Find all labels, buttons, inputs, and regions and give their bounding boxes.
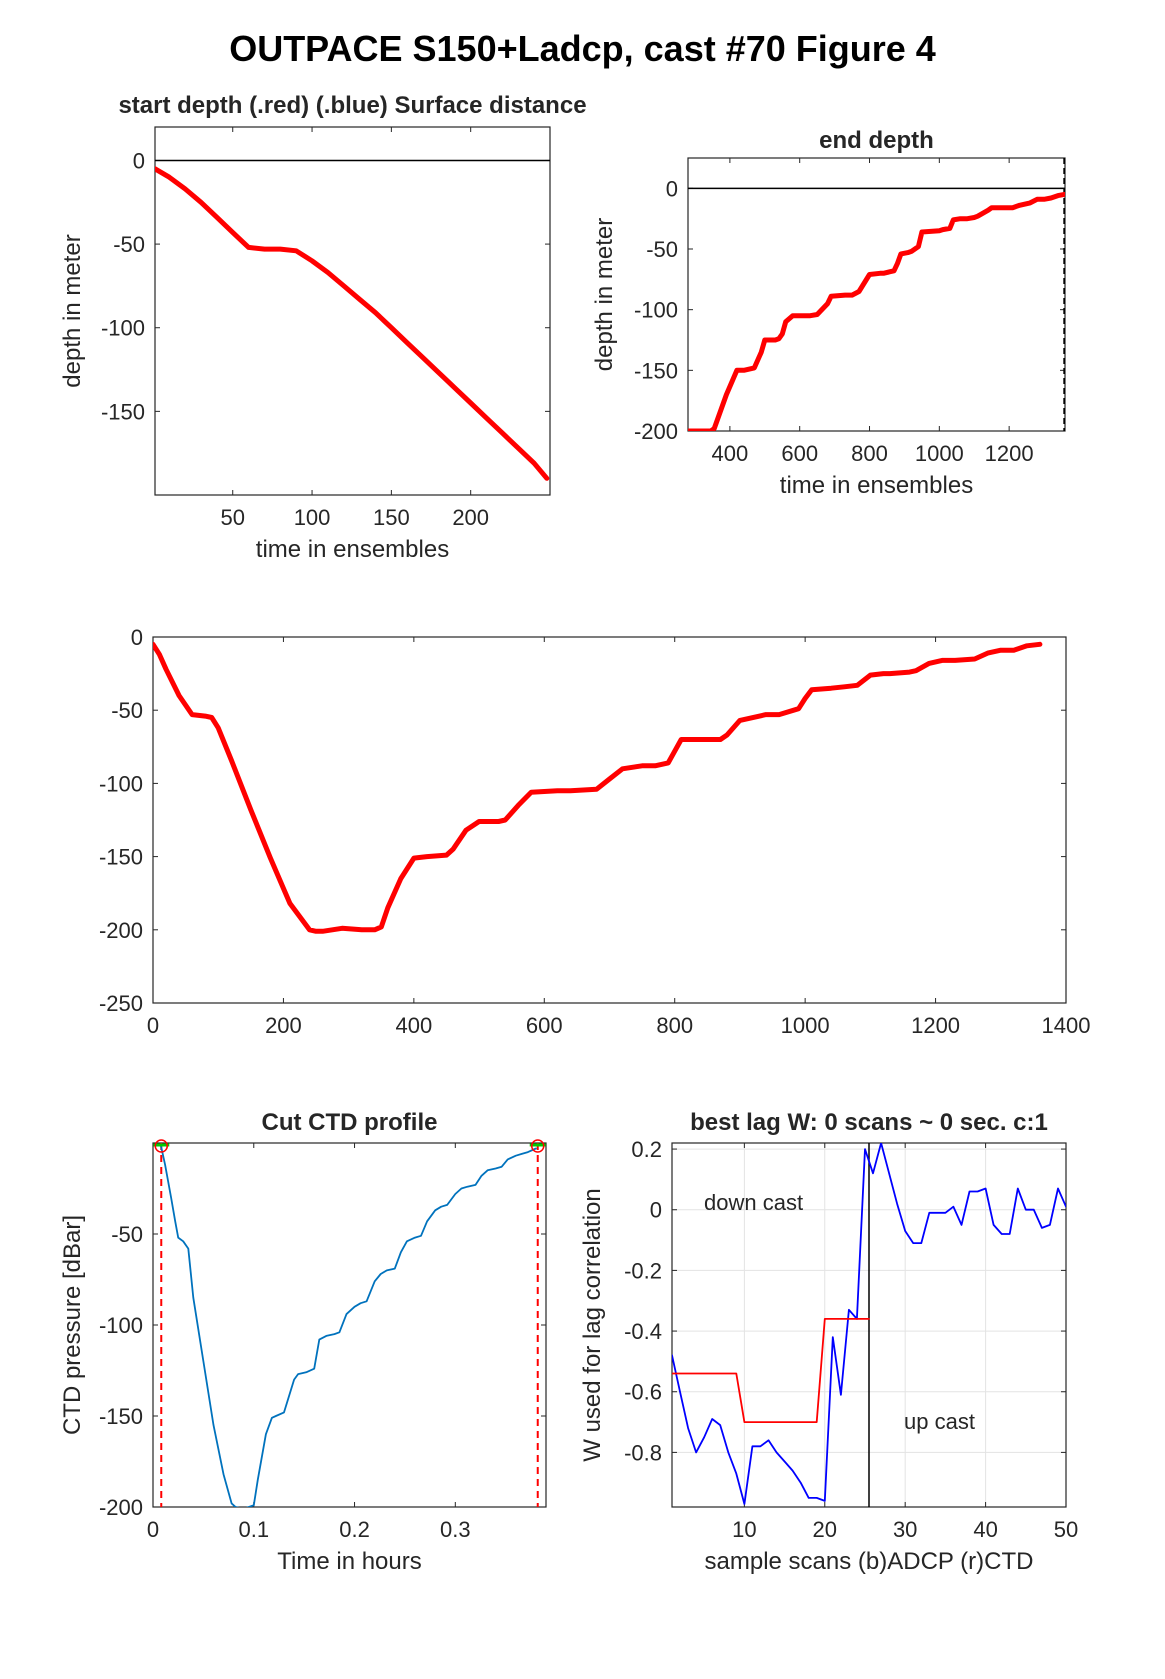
plot-area: [155, 159, 550, 481]
y-tick-label: -0.4: [624, 1319, 662, 1344]
y-tick-label: -100: [634, 298, 678, 323]
annotation-down-cast: down cast: [704, 1190, 803, 1215]
chart-title: end depth: [819, 127, 934, 154]
x-tick-label: 30: [893, 1517, 917, 1542]
x-tick-label: 50: [220, 505, 244, 530]
y-tick-label: -0.2: [624, 1258, 662, 1283]
x-tick-label: 1000: [915, 441, 964, 466]
x-axis-label: sample scans (b)ADCP (r)CTD: [705, 1548, 1034, 1575]
y-tick-label: -50: [646, 237, 678, 262]
x-tick-label: 100: [294, 505, 331, 530]
y-tick-label: 0: [666, 176, 678, 201]
x-tick-label: 20: [813, 1517, 837, 1542]
y-tick-label: 0: [650, 1198, 662, 1223]
x-tick-label: 600: [526, 1013, 563, 1038]
series-line-0: [160, 1145, 537, 1507]
plot-area: [672, 1143, 1066, 1507]
series-line-0: [672, 1143, 1066, 1505]
plot-frame: [152, 1142, 547, 1508]
y-tick-label: -250: [99, 991, 143, 1016]
y-tick-label: -100: [99, 1313, 143, 1338]
x-tick-label: 50: [1054, 1517, 1078, 1542]
x-tick-label: 1000: [781, 1013, 830, 1038]
chart-best-lag: 10 20 30 40 50 0.2 0 -0.2 -0.4 -0.6 -0.8 best lag W…: [579, 1109, 1078, 1575]
y-axis-label: CTD pressure [dBar]: [59, 1215, 86, 1435]
y-tick-label: -0.8: [624, 1440, 662, 1465]
x-axis-label: time in ensembles: [256, 536, 449, 563]
series-line-0: [688, 191, 1065, 431]
series-line-0: [155, 166, 550, 481]
x-tick-label: 0.3: [440, 1517, 471, 1542]
x-tick-label: 400: [395, 1013, 432, 1038]
plot-area: [160, 1143, 539, 1507]
cut-point-marker: [154, 1139, 169, 1153]
y-tick-label: -150: [99, 1404, 143, 1429]
x-axis-label: time in ensembles: [780, 472, 973, 499]
y-tick-label: 0.2: [631, 1137, 662, 1162]
plot-frame: [152, 636, 1067, 1004]
y-tick-label: -150: [634, 358, 678, 383]
chart-full-depth: 0 200 400 600 800 1000 1200 1400 0 -50 -100 -150 -20…: [99, 625, 1091, 1038]
x-tick-label: 0.1: [238, 1517, 269, 1542]
x-tick-label: 1400: [1042, 1013, 1091, 1038]
y-tick-label: -0.6: [624, 1380, 662, 1405]
chart-cut-ctd: 0 0.1 0.2 0.3 -50 -100 -150 -200 Cut CTD profile…: [59, 1109, 547, 1575]
x-tick-label: 600: [781, 441, 818, 466]
y-tick-label: 0: [131, 625, 143, 650]
x-tick-label: 200: [265, 1013, 302, 1038]
y-tick-label: -200: [99, 1495, 143, 1520]
x-tick-label: 800: [851, 441, 888, 466]
x-tick-label: 0: [147, 1517, 159, 1542]
x-tick-label: 400: [712, 441, 749, 466]
chart-title: start depth (.red) (.blue) Surface dista…: [118, 92, 586, 119]
y-tick-label: -150: [101, 399, 145, 424]
plot-frame: [687, 157, 1066, 432]
y-tick-label: -50: [113, 232, 145, 257]
annotation-up-cast: up cast: [904, 1409, 975, 1434]
y-axis-label: depth in meter: [591, 218, 618, 371]
y-axis-label: depth in meter: [59, 234, 86, 387]
y-tick-label: -100: [101, 316, 145, 341]
series-line-1: [672, 1318, 870, 1423]
chart-title: Cut CTD profile: [262, 1109, 438, 1136]
x-tick-label: 0.2: [339, 1517, 370, 1542]
chart-title: best lag W: 0 scans ~ 0 sec. c:1: [690, 1109, 1048, 1136]
y-tick-label: -200: [99, 918, 143, 943]
x-tick-label: 0: [147, 1013, 159, 1038]
figure-title: OUTPACE S150+Ladcp, cast #70 Figure 4: [229, 28, 936, 69]
x-axis-label: Time in hours: [277, 1548, 422, 1575]
x-tick-label: 800: [656, 1013, 693, 1038]
x-tick-label: 1200: [985, 441, 1034, 466]
y-tick-label: -200: [634, 419, 678, 444]
x-tick-label: 1200: [911, 1013, 960, 1038]
plot-area: [688, 158, 1065, 431]
plot-frame: [154, 126, 551, 496]
x-tick-label: 40: [973, 1517, 997, 1542]
y-axis-label: W used for lag correlation: [579, 1188, 606, 1461]
y-tick-label: -100: [99, 771, 143, 796]
x-tick-label: 10: [732, 1517, 756, 1542]
cut-point-marker: [530, 1139, 545, 1153]
y-tick-label: -50: [111, 698, 143, 723]
plot-area: [153, 641, 1043, 934]
chart-end-depth: 400 600 800 1000 1200 0 -50 -100 -150 -200 end dep…: [591, 127, 1066, 499]
chart-start-depth: 50 100 150 200 0 -50 -100 -150 start depth (.red…: [59, 92, 587, 563]
series-line-0: [153, 641, 1043, 934]
y-tick-label: -150: [99, 845, 143, 870]
y-tick-label: -50: [111, 1222, 143, 1247]
x-tick-label: 150: [373, 505, 410, 530]
y-tick-label: 0: [133, 148, 145, 173]
x-tick-label: 200: [452, 505, 489, 530]
